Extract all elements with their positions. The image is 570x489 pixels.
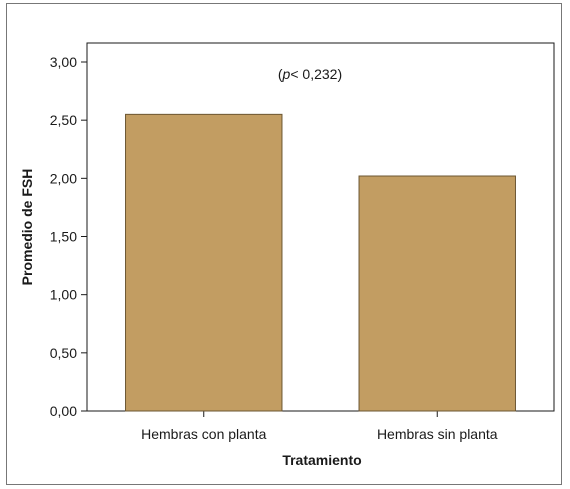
bar <box>125 113 283 412</box>
y-tick-label: 2,50 <box>50 112 77 128</box>
bars <box>125 113 516 412</box>
y-tick-label: 1,00 <box>50 287 77 303</box>
y-tick-label: 3,00 <box>50 54 77 70</box>
y-axis: 0,00 0,50 1,00 1,50 2,00 2,50 3,00 <box>50 54 87 419</box>
x-tick-label: Hembras con planta <box>141 426 267 442</box>
x-tick-label: Hembras sin planta <box>377 426 498 442</box>
y-tick-label: 0,50 <box>50 345 77 361</box>
x-axis-title: Tratamiento <box>282 452 361 468</box>
x-axis: Hembras con planta Hembras sin planta <box>141 411 498 442</box>
y-axis-title: Promedio de FSH <box>19 169 35 286</box>
annotation-p-value: (p< 0,232) <box>278 66 342 82</box>
bar <box>358 175 516 412</box>
y-tick-label: 0,00 <box>50 403 77 419</box>
y-tick-label: 1,50 <box>50 229 77 245</box>
y-tick-label: 2,00 <box>50 170 77 186</box>
